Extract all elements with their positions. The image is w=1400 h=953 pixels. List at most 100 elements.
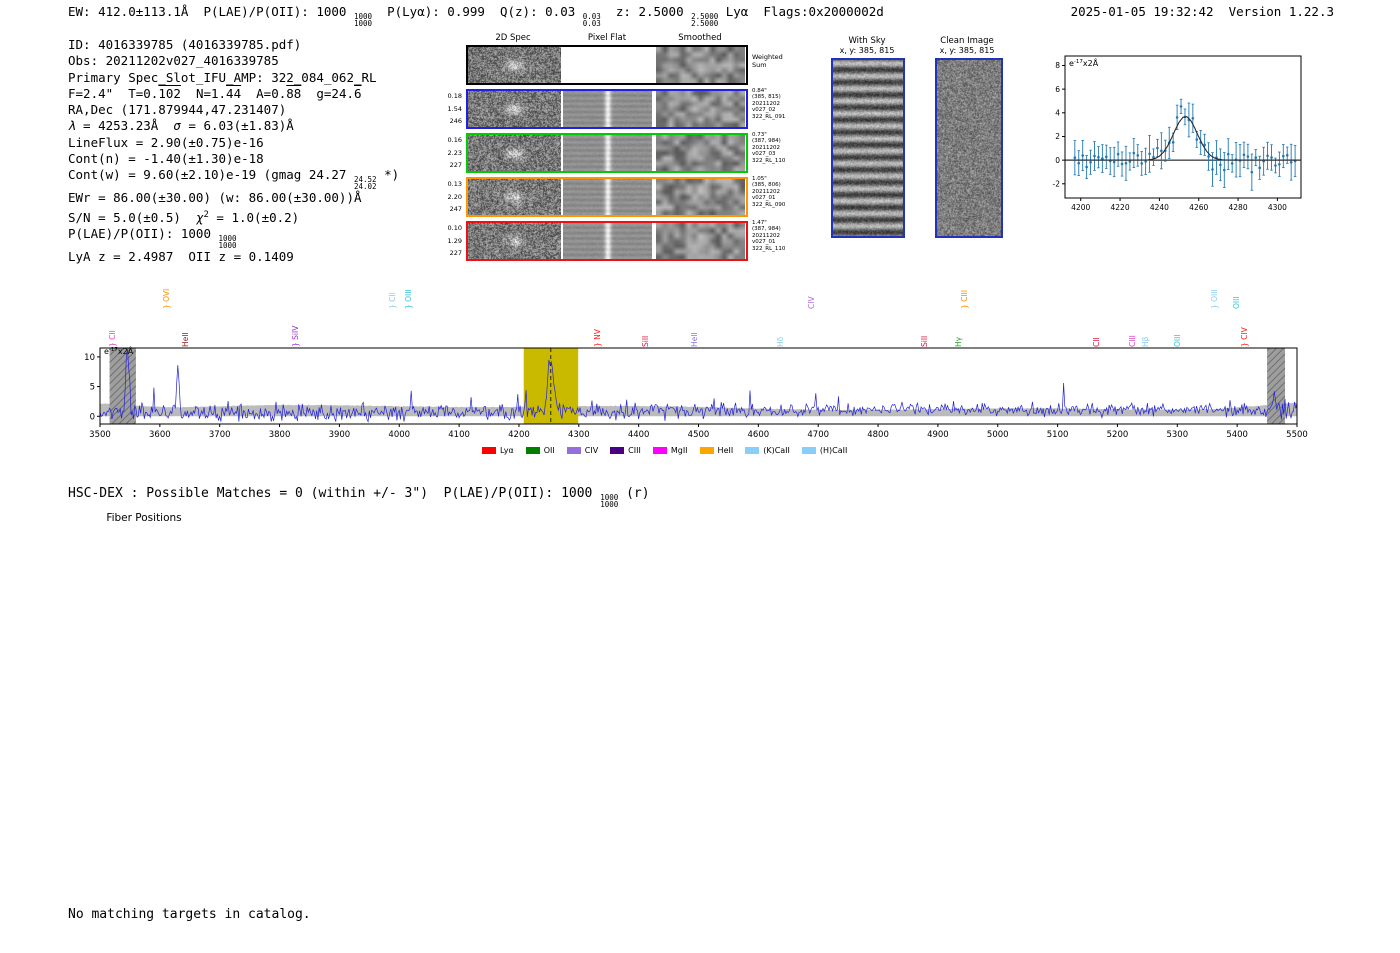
- x-tick-label: 3500: [89, 430, 111, 440]
- right-info-label: v027_02: [752, 107, 776, 114]
- info-line-5-text: = 4253.23Å: [75, 118, 174, 134]
- data-point: [1191, 116, 1195, 120]
- left-tick-label: 227: [449, 249, 462, 257]
- left-tick-label: 227: [449, 161, 462, 169]
- info-line-9-text: EWr = 86.00(±30.00) (w: 86.00(±30.00))Å: [68, 190, 362, 206]
- header-fraction-bottom: 1000: [353, 19, 373, 28]
- right-info-label: (385, 806): [752, 182, 781, 189]
- info-line-3-overline: 102: [158, 85, 181, 101]
- legend-swatch: [566, 447, 581, 454]
- pixel-flat-image: [563, 179, 652, 215]
- data-point: [1101, 157, 1104, 160]
- spec2d-row-4-right-labels: 1.47" (387, 984) 20211202 v027_01 322_RL_110: [752, 220, 785, 252]
- line-fit-plot: -2 0 2 4 6 8 4200 4220 4240 4260 4280 4300 e-17x2Å: [1035, 50, 1307, 234]
- right-info-label: 20211202: [752, 188, 780, 195]
- info-line-2-text: Primary Spec_Slot_IFU_AMP: 322_084_062_R…: [68, 69, 377, 85]
- spec2d-col-header-pixelflat: Pixel Flat: [587, 33, 627, 43]
- flux-units-annotation: e-17x2Å: [104, 345, 134, 356]
- data-point: [1132, 151, 1136, 155]
- spec2d-image: [468, 91, 561, 127]
- spec2d-row-2: [466, 133, 748, 173]
- info-line-0-text: ID: 4016339785 (4016339785.pdf): [68, 37, 302, 52]
- spec2d-image: [468, 135, 561, 171]
- data-point: [1144, 160, 1147, 163]
- spec2d-row-4-left-labels: 0.10 1.29 227: [438, 222, 462, 260]
- right-info-label: 1.05": [752, 176, 767, 182]
- legend-swatch: [525, 447, 540, 454]
- spec2d-row-2-left-labels: 0.16 2.23 227: [438, 134, 462, 172]
- info-line-7-text: Cont(n) = -1.40(±1.30)e-18: [68, 151, 264, 167]
- spec2d-row-0-right-labels: Weighted Sum: [752, 53, 783, 69]
- left-tick-label: 2.20: [447, 192, 462, 201]
- emission-line-label-OIII: OIII: [1232, 296, 1242, 309]
- legend-swatch: [801, 447, 816, 454]
- header-text: P(Lyα): 0.999 Q(z): 0.03: [372, 4, 583, 19]
- y-tick-label: 0: [1055, 156, 1060, 165]
- info-line-11: P(LAE)/P(OII): 1000 1000 1000: [68, 226, 399, 249]
- info-line-5-text: = 6.03(±1.83)Å: [180, 118, 294, 134]
- info-line-8-fraction-bottom: 24.02: [353, 182, 377, 192]
- spectrum-line: [99, 349, 1298, 423]
- right-info-label: v027_01: [752, 195, 776, 202]
- info-line-11-fraction-top: 1000: [218, 234, 237, 244]
- x-tick-label: 4500: [688, 430, 710, 440]
- gaussian-fit-curve: [1065, 116, 1301, 161]
- header-text: EW: 412.0±113.1Å P(LAE)/P(OII): 1000: [68, 4, 354, 19]
- data-point: [1097, 155, 1100, 159]
- spec2d-col-header-2dspec: 2D Spec: [495, 33, 531, 43]
- info-line-8-fraction: 24.52 24.02: [353, 176, 377, 192]
- info-line-3-overline: 44: [226, 85, 242, 101]
- info-line-11-fraction: 1000 1000: [218, 234, 237, 251]
- right-info-label: 0.73": [752, 132, 767, 138]
- legend-label: (K)CaII: [763, 446, 790, 455]
- catalog-notes: No matching targets in catalog. Row inte…: [68, 876, 311, 953]
- info-line-8-text: Cont(w) = 9.60(±2.10)e-19 (gmag 24.27: [68, 167, 354, 183]
- spec2d-row-4: [466, 221, 748, 261]
- header-fraction-bottom: 2.5000: [691, 19, 719, 28]
- right-info-label: 322_RL_110: [752, 245, 786, 252]
- clean-image: [935, 58, 1003, 242]
- emission-line-label-CIV: CIV: [807, 296, 817, 309]
- x-tick-label: 4240: [1150, 203, 1169, 212]
- x-tick-label: 4300: [568, 430, 590, 440]
- info-line-11-fraction-bottom: 1000: [218, 241, 237, 251]
- info-line-3-overline: 88: [286, 85, 302, 101]
- x-tick-label: 5200: [1107, 430, 1129, 440]
- right-info-label: (387, 984): [752, 226, 781, 233]
- info-line-3-text: N=1.: [180, 85, 227, 101]
- legend-label: MgII: [670, 446, 688, 455]
- data-point: [1081, 154, 1084, 157]
- data-point: [1270, 156, 1273, 159]
- smoothed-image: [656, 179, 745, 215]
- smoothed-image: [656, 135, 745, 171]
- hsc-fraction-top: 1000: [600, 493, 619, 502]
- header-timestamp-version: 2025-01-05 19:32:42 Version 1.22.3: [1070, 4, 1334, 19]
- header-fraction-top: 1000: [353, 12, 373, 21]
- y-tick-label: 2: [1055, 132, 1060, 141]
- header-fraction: 2.5000 2.5000: [691, 13, 719, 28]
- with-sky-image: [831, 58, 905, 242]
- right-info-label: 20211202: [752, 232, 780, 239]
- emission-line-label-CIII: } CIII: [960, 289, 969, 309]
- note-line-1: No matching targets in catalog.: [68, 907, 311, 922]
- pixel-flat-image: [563, 223, 652, 259]
- right-info-label: (387, 984): [752, 138, 781, 145]
- info-line-10-superscript: 2: [203, 209, 209, 220]
- spec2d-row-3-right-labels: 1.05" (385, 806) 20211202 v027_01 322_RL_090: [752, 176, 785, 208]
- legend-label: (H)CaII: [819, 446, 848, 455]
- info-line-8-text: *): [376, 167, 400, 183]
- data-point: [1120, 162, 1124, 166]
- masked-band: [1267, 348, 1286, 424]
- detection-info-block: ID: 4016339785 (4016339785.pdf) Obs: 2021…: [68, 37, 399, 265]
- legend-item-OII: OII: [525, 446, 555, 455]
- info-line-5-italic: σ: [173, 118, 181, 134]
- info-line-5-italic: λ: [68, 118, 76, 134]
- data-point: [1116, 152, 1120, 156]
- header-fraction: 0.03 0.03: [583, 13, 601, 28]
- x-tick-label: 4260: [1189, 203, 1208, 212]
- info-line-3-overline: 6: [354, 85, 362, 101]
- legend-label: CIII: [628, 446, 641, 455]
- data-point: [1128, 160, 1132, 163]
- with-sky-subtitle: x, y: 385, 815: [839, 46, 895, 55]
